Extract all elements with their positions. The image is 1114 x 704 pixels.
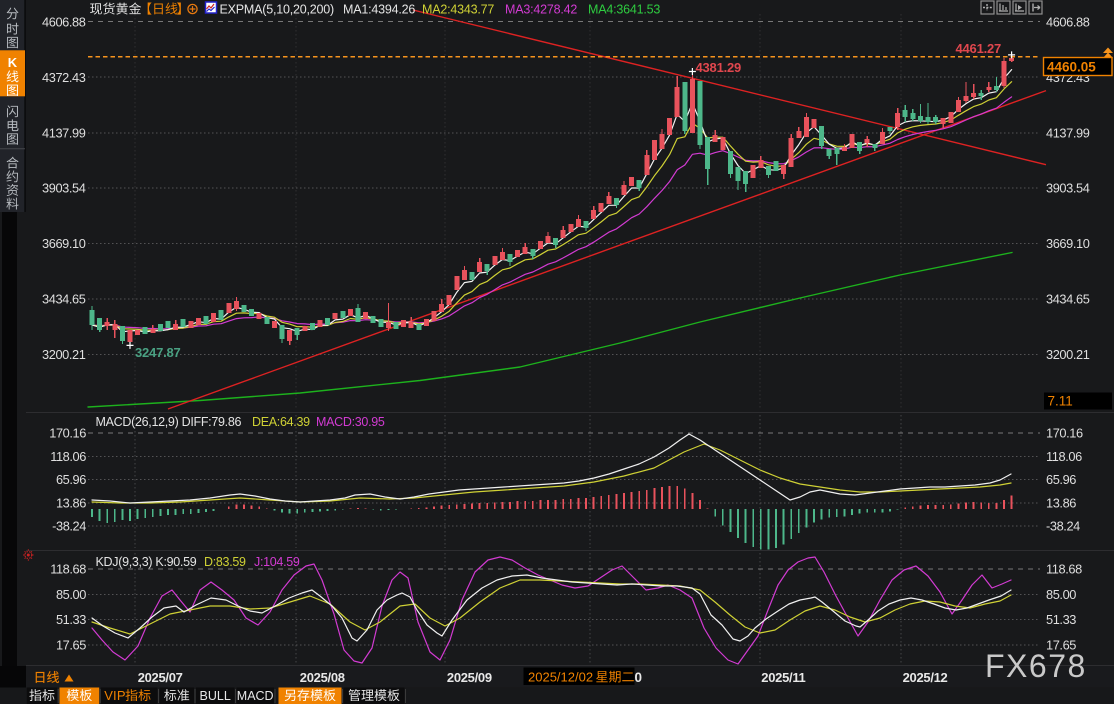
svg-text:4137.99: 4137.99	[42, 125, 86, 140]
svg-text:170.16: 170.16	[49, 426, 86, 441]
svg-text:4372.43: 4372.43	[42, 70, 86, 85]
svg-text:-38.24: -38.24	[1046, 519, 1080, 534]
svg-text:MACD: MACD	[237, 689, 274, 703]
svg-text:3903.54: 3903.54	[1046, 181, 1090, 196]
svg-text:3669.10: 3669.10	[42, 236, 86, 251]
svg-text:MA4:3641.53: MA4:3641.53	[588, 3, 660, 17]
svg-text:17.65: 17.65	[56, 637, 86, 652]
svg-text:V: V	[104, 688, 113, 703]
svg-text:85.00: 85.00	[1046, 587, 1076, 602]
svg-text:4606.88: 4606.88	[42, 15, 86, 30]
svg-text:3247.87: 3247.87	[135, 345, 181, 360]
svg-text:3669.10: 3669.10	[1046, 236, 1090, 251]
svg-text:2025/12/02: 2025/12/02	[528, 670, 593, 685]
svg-text:FX678: FX678	[985, 648, 1087, 684]
svg-text:4460.05: 4460.05	[1047, 60, 1096, 75]
svg-text:3200.21: 3200.21	[42, 347, 86, 362]
svg-text:MA2:4343.77: MA2:4343.77	[422, 3, 494, 17]
svg-text:P: P	[117, 688, 126, 703]
svg-text:13.86: 13.86	[1046, 495, 1076, 510]
svg-text:17.65: 17.65	[1046, 637, 1076, 652]
svg-text:MA1:4394.26: MA1:4394.26	[343, 3, 415, 17]
svg-text:MACD(26,12,9) DIFF:79.86: MACD(26,12,9) DIFF:79.86	[96, 415, 242, 429]
svg-text:3434.65: 3434.65	[42, 292, 86, 307]
svg-text:2025/08: 2025/08	[300, 670, 345, 685]
svg-text:D:83.59: D:83.59	[204, 555, 246, 569]
svg-text:51.33: 51.33	[1046, 612, 1076, 627]
svg-text:118.06: 118.06	[50, 449, 86, 464]
svg-text:118.06: 118.06	[1046, 449, 1082, 464]
svg-text:MACD:30.95: MACD:30.95	[316, 415, 385, 429]
svg-text:4461.27: 4461.27	[956, 41, 1002, 56]
svg-text:BULL: BULL	[200, 689, 231, 703]
svg-text:85.00: 85.00	[56, 587, 86, 602]
svg-text:13.86: 13.86	[56, 495, 86, 510]
svg-text:-38.24: -38.24	[52, 519, 86, 534]
svg-text:I: I	[113, 688, 117, 703]
svg-text:170.16: 170.16	[1046, 426, 1083, 441]
svg-text:2025/09: 2025/09	[447, 670, 492, 685]
svg-text:2025/12: 2025/12	[903, 670, 948, 685]
svg-text:2025/07: 2025/07	[138, 670, 183, 685]
svg-text:4381.29: 4381.29	[696, 60, 742, 75]
svg-text:EXPMA(5,10,20,200): EXPMA(5,10,20,200)	[220, 3, 335, 17]
svg-text:DEA:64.39: DEA:64.39	[252, 415, 310, 429]
svg-text:0: 0	[635, 670, 643, 685]
svg-text:3200.21: 3200.21	[1046, 347, 1090, 362]
svg-text:2025/11: 2025/11	[761, 670, 805, 685]
svg-text:51.33: 51.33	[56, 612, 86, 627]
svg-text:J:104.59: J:104.59	[254, 555, 300, 569]
svg-text:3434.65: 3434.65	[1046, 292, 1090, 307]
svg-text:MA3:4278.42: MA3:4278.42	[505, 3, 577, 17]
svg-text:7.11: 7.11	[1048, 394, 1073, 409]
svg-text:65.96: 65.96	[56, 472, 86, 487]
svg-text:118.68: 118.68	[1046, 562, 1082, 577]
svg-text:118.68: 118.68	[50, 562, 86, 577]
svg-text:3903.54: 3903.54	[42, 181, 86, 196]
svg-text:K: K	[8, 55, 18, 70]
svg-text:4137.99: 4137.99	[1046, 125, 1090, 140]
svg-text:4606.88: 4606.88	[1046, 15, 1090, 30]
svg-text:65.96: 65.96	[1046, 472, 1076, 487]
svg-text:KDJ(9,3,3) K:90.59: KDJ(9,3,3) K:90.59	[96, 555, 197, 569]
